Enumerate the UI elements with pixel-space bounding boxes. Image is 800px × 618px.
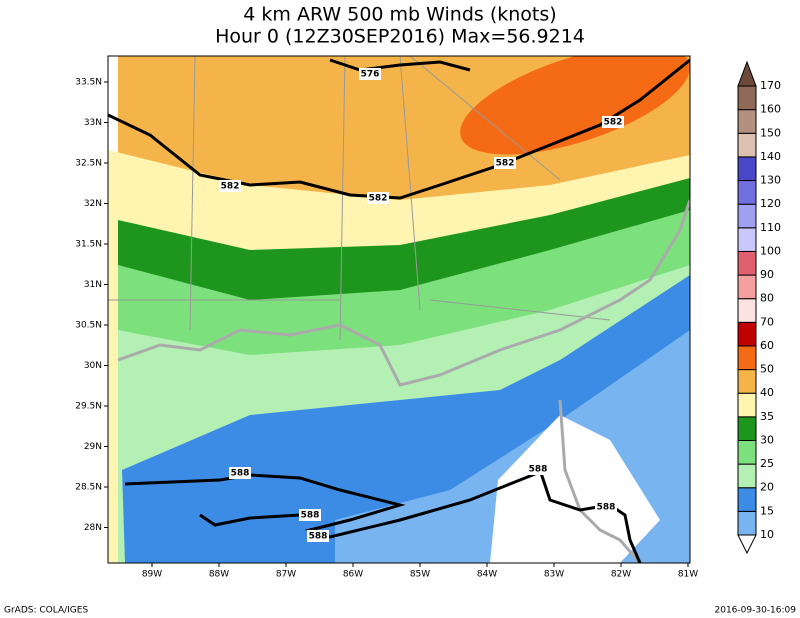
contour-label-bg	[307, 530, 329, 542]
contour-label: 588	[529, 465, 548, 475]
colorbar-box	[737, 274, 757, 300]
colorbar-box	[737, 439, 757, 465]
colorbar-high-extension	[737, 60, 757, 87]
contour-label-bg	[602, 116, 624, 128]
colorbar-label: 15	[760, 504, 774, 517]
contour-label: 582	[369, 194, 388, 204]
colorbar-label: 90	[760, 268, 774, 281]
colorbar-box	[737, 369, 757, 394]
lat-label: 32N	[84, 199, 102, 209]
lat-label: 30.5N	[75, 321, 102, 331]
colorbar-label: 100	[760, 244, 781, 257]
colorbar-label: 60	[760, 339, 774, 352]
colorbar-box	[737, 132, 757, 158]
colorbar-box	[737, 227, 757, 252]
lat-label: 28N	[84, 523, 102, 533]
colorbar-label: 170	[760, 79, 781, 92]
lon-label: 85W	[410, 570, 430, 580]
contour-label: 582	[604, 118, 623, 128]
lon-label: 81W	[678, 570, 698, 580]
colorbar-box	[737, 416, 757, 441]
colorbar-label: 80	[760, 292, 774, 305]
colorbar-label: 120	[760, 197, 781, 210]
colorbar-label: 35	[760, 410, 774, 423]
colorbar-box	[737, 510, 757, 536]
colorbar-box	[737, 345, 757, 371]
colorbar-label: 70	[760, 315, 774, 328]
colorbar-box	[737, 250, 757, 276]
lat-label: 33N	[84, 118, 102, 128]
colorbar-label: 110	[760, 221, 781, 234]
lat-label: 29.5N	[75, 402, 102, 412]
colorbar-low-extension	[737, 534, 757, 555]
lat-label: 33.5N	[75, 78, 102, 88]
colorbar-label: 140	[760, 150, 781, 163]
lon-label: 88W	[209, 570, 229, 580]
colorbar-box	[737, 298, 757, 323]
lon-label: 83W	[544, 570, 564, 580]
colorbar-box	[737, 463, 757, 489]
colorbar-box	[737, 203, 757, 229]
footer-left: GrADS: COLA/IGES	[4, 606, 88, 616]
colorbar-box	[737, 487, 757, 512]
contour-label-bg	[494, 157, 516, 169]
colorbar-box	[737, 392, 757, 418]
colorbar-box	[737, 109, 757, 134]
contour-label-bg	[527, 463, 549, 475]
lon-label: 87W	[276, 570, 296, 580]
lat-label: 31N	[84, 280, 102, 290]
title: 4 km ARW 500 mb Winds (knots)	[243, 4, 556, 26]
contour-label: 582	[221, 182, 240, 192]
lat-label: 32.5N	[75, 159, 102, 169]
lat-label: 30N	[84, 361, 102, 371]
lat-label: 29N	[84, 442, 102, 452]
contour-label: 582	[496, 159, 515, 169]
map-field	[108, 56, 690, 563]
colorbar-box	[737, 156, 757, 182]
colorbar-label: 40	[760, 386, 774, 399]
lon-label: 82W	[611, 570, 631, 580]
colorbar-box	[737, 85, 757, 111]
colorbar-label: 10	[760, 528, 774, 541]
contour-label-bg	[595, 501, 617, 513]
contour-label-bg	[359, 68, 381, 80]
contour-label-bg	[229, 467, 251, 479]
contour-label: 576	[361, 70, 380, 80]
map-frame	[107, 55, 691, 564]
lon-label: 84W	[477, 570, 497, 580]
lon-label: 89W	[142, 570, 162, 580]
contour-label-bg	[299, 509, 321, 521]
colorbar-box	[737, 180, 757, 205]
colorbar-label: 30	[760, 433, 774, 446]
colorbar-label: 150	[760, 126, 781, 139]
colorbar-label: 130	[760, 174, 781, 187]
colorbar-label: 160	[760, 103, 781, 116]
lat-label: 28.5N	[75, 483, 102, 493]
contour-label: 588	[309, 532, 328, 542]
lat-label: 31.5N	[75, 240, 102, 250]
contour-label: 588	[597, 503, 616, 513]
footer-right: 2016-09-30-16:09	[715, 606, 797, 616]
colorbar-label: 20	[760, 481, 774, 494]
contour-label: 588	[301, 511, 320, 521]
contour-label-bg	[219, 180, 241, 192]
colorbar-label: 50	[760, 363, 774, 376]
colorbar-box	[737, 321, 757, 347]
contour-label: 588	[231, 469, 250, 479]
contour-label-bg	[367, 192, 389, 204]
colorbar-label: 25	[760, 457, 774, 470]
lon-label: 86W	[343, 570, 363, 580]
subtitle: Hour 0 (12Z30SEP2016) Max=56.9214	[215, 26, 585, 48]
